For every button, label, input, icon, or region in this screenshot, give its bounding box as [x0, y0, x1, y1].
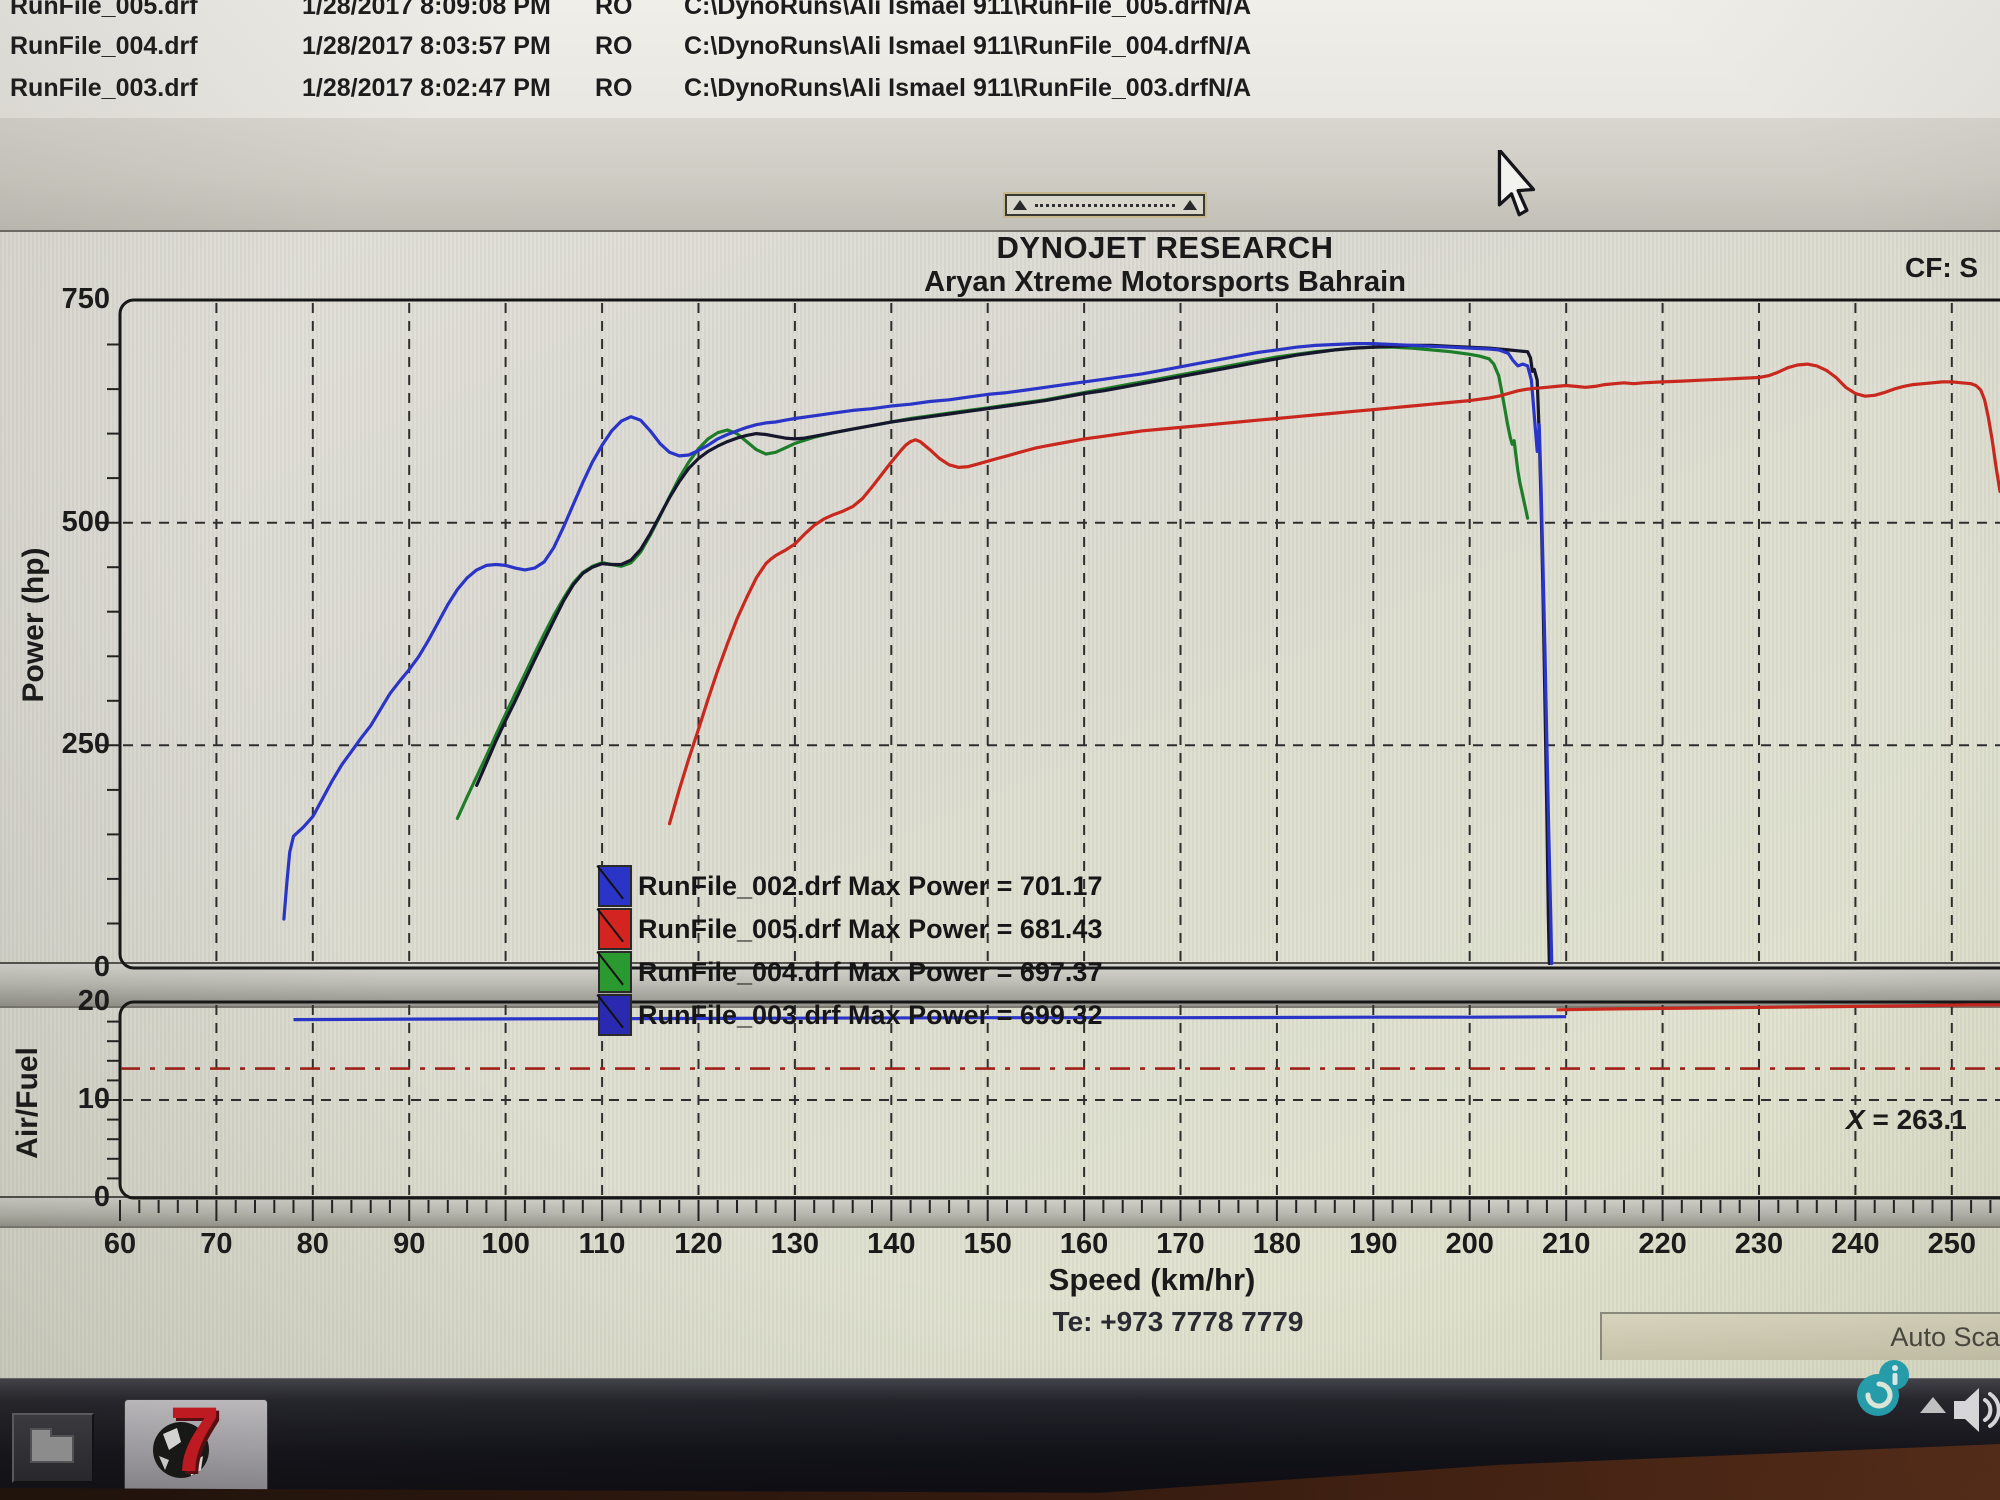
xtick-label: 240 [1831, 1228, 1880, 1260]
scroll-left-triangle-icon[interactable] [1013, 200, 1027, 210]
auto-scale-label: Auto Sca [1890, 1321, 2000, 1352]
atick-label: 0 [93, 1181, 110, 1213]
file-access: RO [595, 0, 633, 20]
tray-volume-icon[interactable] [1952, 1383, 2000, 1437]
xtick-label: 90 [393, 1228, 426, 1260]
run-file-row[interactable]: RunFile_003.drf 1/28/2017 8:02:47 PM RO … [0, 74, 2000, 110]
file-modified: 1/28/2017 8:02:47 PM [302, 74, 551, 102]
run-file-list: RunFile_005.drf 1/28/2017 8:09:08 PM RO … [0, 0, 2000, 119]
readout-value: = 263.1 [1872, 1104, 1967, 1135]
xtick-label: 180 [1252, 1228, 1302, 1260]
atick-label: 20 [77, 985, 110, 1017]
xtick-label: 100 [481, 1228, 530, 1260]
xtick-label: 140 [867, 1228, 916, 1260]
soccer-ball-icon [153, 1422, 209, 1478]
legend-swatch-darkblue [598, 994, 632, 1036]
legend-swatch-red [598, 908, 632, 950]
tray-hidden-icons-chevron-icon[interactable] [1920, 1397, 1946, 1413]
run-file-row[interactable]: RunFile_005.drf 1/28/2017 8:09:08 PM RO … [0, 0, 2000, 28]
folder-icon [30, 1428, 74, 1463]
file-dyno: N/A [1208, 32, 1252, 60]
xtick-label: 130 [770, 1228, 820, 1260]
legend-swatch-blue [598, 865, 632, 907]
xtick-label: 220 [1638, 1228, 1687, 1260]
file-path: C:\DynoRuns\Ali Ismael 911\RunFile_004.d… [684, 32, 1208, 60]
atick-label: 10 [77, 1083, 110, 1115]
file-modified: 1/28/2017 8:03:57 PM [302, 32, 551, 60]
xtick-label: 170 [1156, 1228, 1205, 1260]
legend-label: RunFile_004.drf Max Power = 697.37 [638, 956, 1103, 987]
file-path: C:\DynoRuns\Ali Ismael 911\RunFile_005.d… [684, 0, 1208, 20]
file-dyno: N/A [1208, 0, 1252, 20]
xtick-label: 80 [296, 1228, 329, 1260]
file-name[interactable]: RunFile_003.drf [10, 74, 198, 102]
xtick-label: 200 [1445, 1228, 1494, 1260]
xtick-label: 190 [1349, 1228, 1398, 1260]
xtick-label: 160 [1059, 1228, 1109, 1260]
xtick-label: 230 [1734, 1228, 1784, 1260]
cursor-x-readout: X = 263.1 [1846, 1104, 1967, 1136]
file-name[interactable]: RunFile_004.drf [10, 32, 198, 60]
legend-label: RunFile_002.drf Max Power = 701.17 [638, 870, 1103, 901]
file-access: RO [595, 32, 633, 60]
xtick-label: 250 [1927, 1228, 1976, 1260]
window-chrome-band [0, 118, 2000, 232]
correction-factor-label: CF: S [1905, 252, 1979, 283]
legend-row: RunFile_003.drf Max Power = 699.32 [598, 994, 1103, 1036]
file-name[interactable]: RunFile_005.drf [10, 0, 198, 20]
winpep-seven-icon: 7 [169, 1389, 221, 1491]
legend-swatch-green [598, 951, 632, 993]
file-modified: 1/28/2017 8:09:08 PM [302, 0, 551, 20]
run-file-row[interactable]: RunFile_004.drf 1/28/2017 8:03:57 PM RO … [0, 32, 2000, 68]
taskbar-start-button[interactable] [12, 1413, 94, 1483]
legend-row: RunFile_004.drf Max Power = 697.37 [598, 951, 1103, 993]
ptick-label: 250 [61, 728, 110, 761]
file-dyno: N/A [1208, 74, 1252, 102]
scroll-right-triangle-icon[interactable] [1183, 200, 1197, 210]
ptick-label: 0 [93, 951, 110, 983]
auto-scale-button[interactable]: Auto Sca [1600, 1312, 2000, 1360]
scroll-track-dots[interactable] [1035, 203, 1175, 207]
file-access: RO [595, 74, 633, 102]
xtick-label: 60 [103, 1228, 137, 1260]
chart-title: DYNOJET RESEARCH [996, 230, 1334, 265]
legend-label: RunFile_005.drf Max Power = 681.43 [638, 913, 1103, 944]
shop-phone-number: Te: +973 7778 7779 [1052, 1306, 1304, 1337]
chart-subtitle: Aryan Xtreme Motorsports Bahrain [924, 266, 1406, 298]
xtick-label: 70 [200, 1228, 233, 1260]
taskbar-winpep-button[interactable]: 7 [124, 1394, 268, 1499]
xtick-label: 120 [674, 1228, 723, 1260]
speed-axis-label: Speed (km/hr) [1048, 1262, 1256, 1297]
ptick-label: 750 [61, 283, 110, 315]
legend-scroll-control[interactable] [1005, 194, 1205, 216]
ptick-label: 500 [61, 505, 110, 538]
xtick-label: 110 [578, 1228, 626, 1260]
x-axis-bar [0, 1196, 2000, 1228]
legend-row: RunFile_002.drf Max Power = 701.17 [598, 865, 1103, 907]
legend-label: RunFile_003.drf Max Power = 699.32 [638, 999, 1103, 1030]
xtick-label: 150 [963, 1228, 1012, 1260]
legend-row: RunFile_005.drf Max Power = 681.43 [598, 908, 1103, 950]
readout-x: X [1846, 1104, 1865, 1135]
file-path: C:\DynoRuns\Ali Ismael 911\RunFile_003.d… [684, 74, 1208, 102]
mouse-arrow-cursor-icon [1494, 148, 1540, 223]
tray-messenger-icon[interactable] [1854, 1357, 1914, 1419]
xtick-label: 210 [1541, 1228, 1591, 1260]
